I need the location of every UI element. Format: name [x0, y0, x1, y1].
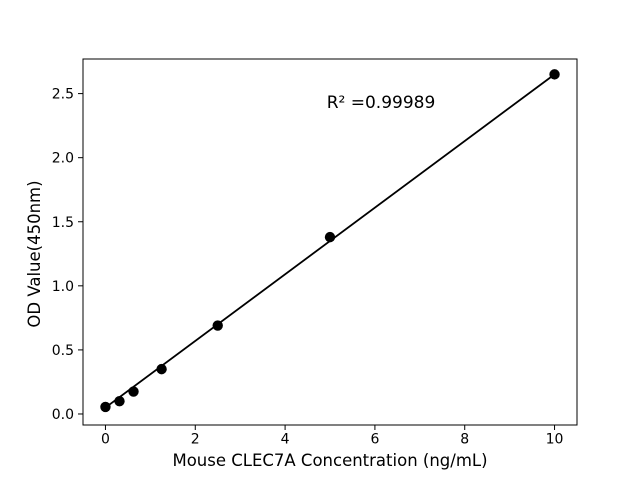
- x-tick-label: 10: [546, 432, 564, 448]
- plot-border: [82, 58, 578, 426]
- data-point: [128, 386, 139, 397]
- data-point: [212, 320, 223, 331]
- x-axis-ticks: 0 2 4 6 8 10: [101, 425, 563, 448]
- y-tick-label: 0.5: [52, 343, 74, 359]
- x-tick-label: 8: [460, 432, 469, 448]
- y-axis-label: OD Value(450nm): [25, 180, 44, 327]
- data-point: [114, 395, 125, 407]
- y-tick-label: 2.0: [52, 151, 74, 167]
- r-squared-annotation: R² =0.99989: [327, 93, 436, 113]
- x-tick-label: 6: [370, 432, 379, 448]
- data-point: [156, 363, 167, 375]
- x-tick-label: 4: [281, 432, 290, 448]
- data-point: [549, 69, 560, 80]
- x-axis-label: Mouse CLEC7A Concentration (ng/mL): [172, 451, 487, 470]
- y-tick-label: 1.0: [52, 279, 74, 295]
- data-point: [324, 231, 336, 243]
- data-series: [100, 69, 560, 413]
- y-tick-label: 2.5: [52, 87, 74, 103]
- y-axis-ticks: 0.0 0.5 1.0 1.5 2.0 2.5: [52, 87, 83, 423]
- y-tick-label: 1.5: [52, 215, 74, 231]
- x-tick-label: 0: [101, 432, 110, 448]
- y-tick-label: 0.0: [52, 407, 74, 423]
- x-tick-label: 2: [191, 432, 200, 448]
- data-point: [100, 401, 111, 413]
